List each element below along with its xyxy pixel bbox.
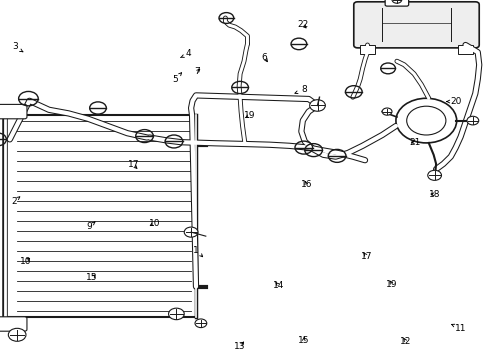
FancyBboxPatch shape — [385, 0, 409, 6]
FancyBboxPatch shape — [354, 2, 479, 48]
FancyBboxPatch shape — [0, 317, 27, 331]
Circle shape — [169, 308, 184, 320]
Text: 13: 13 — [234, 342, 246, 351]
Text: 7: 7 — [194, 68, 200, 77]
Bar — [360, 45, 375, 54]
Bar — [458, 45, 473, 54]
Text: 15: 15 — [86, 274, 98, 282]
Text: 12: 12 — [400, 337, 412, 346]
Text: 17: 17 — [127, 161, 139, 169]
Circle shape — [310, 100, 325, 111]
Text: 16: 16 — [300, 180, 312, 189]
Text: 19: 19 — [244, 111, 256, 120]
Text: 10: 10 — [148, 219, 160, 228]
Circle shape — [184, 227, 198, 237]
Text: 18: 18 — [429, 190, 441, 199]
FancyBboxPatch shape — [0, 104, 27, 119]
Text: 22: 22 — [297, 20, 308, 29]
Text: 15: 15 — [298, 336, 310, 345]
Text: 5: 5 — [172, 73, 182, 84]
Text: 4: 4 — [180, 49, 192, 58]
Text: 8: 8 — [295, 85, 307, 94]
Text: 21: 21 — [410, 138, 421, 147]
Text: 10: 10 — [20, 256, 31, 265]
Text: 1: 1 — [193, 246, 203, 257]
Text: 20: 20 — [447, 97, 462, 106]
Circle shape — [467, 116, 479, 125]
Circle shape — [428, 170, 441, 180]
Circle shape — [396, 98, 457, 143]
Text: 2: 2 — [11, 197, 20, 206]
Circle shape — [195, 319, 207, 328]
Text: 6: 6 — [262, 53, 268, 62]
Text: 9: 9 — [86, 222, 95, 231]
Text: 14: 14 — [272, 281, 284, 289]
Text: 17: 17 — [361, 252, 372, 261]
Circle shape — [8, 328, 26, 341]
Text: 11: 11 — [452, 324, 466, 333]
Circle shape — [382, 108, 392, 115]
Bar — [5, 115, 196, 317]
Text: 3: 3 — [12, 42, 23, 52]
Text: 19: 19 — [386, 280, 398, 289]
Circle shape — [392, 0, 402, 3]
